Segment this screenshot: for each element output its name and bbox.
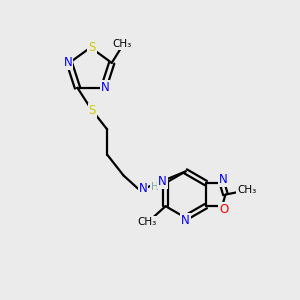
Text: N: N bbox=[101, 81, 110, 94]
Text: N: N bbox=[64, 56, 72, 69]
Text: O: O bbox=[219, 203, 228, 216]
Text: N: N bbox=[181, 214, 190, 226]
Text: S: S bbox=[88, 41, 96, 54]
Text: N: N bbox=[219, 173, 228, 186]
Text: N: N bbox=[158, 175, 167, 188]
Text: CH₃: CH₃ bbox=[112, 39, 132, 49]
Text: CH₃: CH₃ bbox=[137, 217, 157, 227]
Text: N: N bbox=[139, 182, 147, 195]
Text: S: S bbox=[88, 103, 96, 117]
Text: CH₃: CH₃ bbox=[237, 185, 256, 195]
Text: H: H bbox=[151, 182, 159, 192]
